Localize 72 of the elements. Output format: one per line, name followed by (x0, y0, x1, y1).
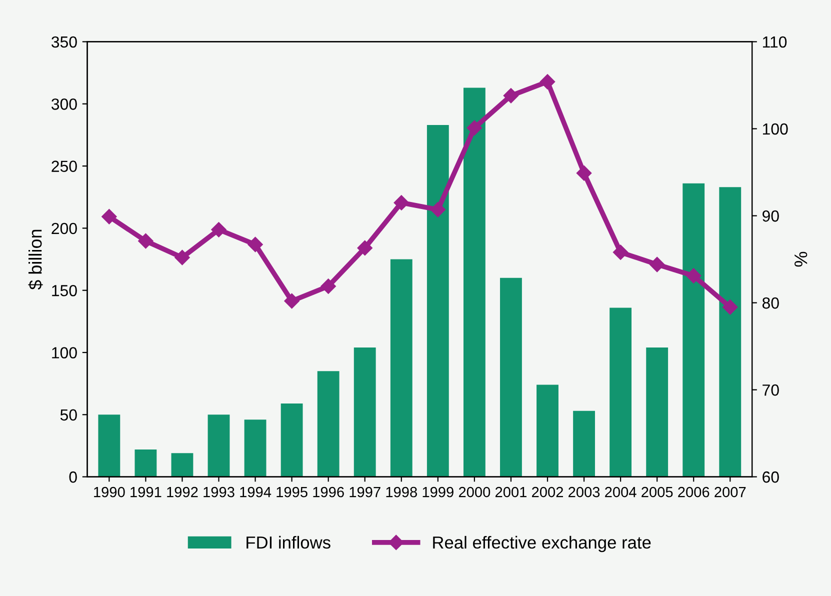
bar (317, 371, 340, 477)
point (357, 240, 372, 256)
x-tick-label: 2003 (568, 486, 600, 498)
x-tick-label: 1998 (386, 486, 417, 498)
y2-tick-label: 100 (762, 123, 788, 135)
y-tick-label: 250 (52, 160, 77, 172)
y-tick-label: 300 (51, 98, 77, 110)
x-tick-label: 1996 (313, 486, 344, 498)
bar (719, 187, 742, 477)
point (576, 166, 592, 181)
point (466, 120, 482, 136)
x-tick-label: 2002 (532, 486, 563, 498)
x-tick-label: 1990 (94, 486, 125, 498)
x-tick-label: 2006 (678, 486, 710, 498)
x-tick-label: 2007 (714, 486, 746, 498)
point (211, 222, 226, 238)
y-axis-title: $ billion (28, 230, 43, 290)
x-tick-label: 1993 (204, 486, 234, 498)
bar (610, 308, 632, 477)
bar (208, 414, 230, 477)
point (540, 74, 556, 90)
y2-axis-title: % (794, 252, 808, 267)
y2-tick-label: 80 (762, 297, 779, 309)
bar (171, 453, 194, 477)
bar (463, 88, 486, 477)
bar (682, 183, 705, 477)
y2-tick-label: 90 (762, 210, 779, 222)
point (174, 250, 190, 266)
y-tick-label: 200 (52, 222, 77, 234)
y-tick-label: 350 (51, 36, 77, 48)
x-tick-label: 2000 (458, 486, 490, 498)
point (430, 202, 446, 218)
point (686, 268, 702, 284)
x-tick-label: 1992 (167, 486, 198, 498)
x-tick-label: 1995 (276, 486, 308, 498)
x-tick-label: 1997 (350, 486, 380, 498)
x-tick-label: 2004 (605, 486, 636, 498)
point (248, 236, 263, 252)
point (284, 293, 300, 309)
bar (354, 348, 376, 477)
y-tick-label: 100 (52, 347, 77, 358)
x-tick-label: 1999 (422, 486, 454, 498)
legend-label: Real effective exchange rate (433, 536, 651, 552)
y-tick-label: 0 (69, 471, 77, 483)
bar (426, 125, 449, 477)
y-tick-label: 50 (60, 409, 77, 421)
bar (500, 278, 522, 477)
point (650, 256, 665, 272)
x-tick-label: 1994 (240, 486, 272, 498)
point (503, 88, 519, 104)
y2-tick-label: 110 (762, 36, 787, 48)
point (102, 209, 117, 224)
bar (390, 259, 412, 477)
y-tick-label: 150 (52, 284, 77, 296)
x-tick-label: 2005 (642, 486, 673, 498)
bar (573, 410, 595, 477)
legend-label: FDI inflows (246, 536, 330, 549)
bar (280, 403, 303, 477)
y2-tick-label: 60 (762, 471, 779, 483)
bar (98, 414, 120, 477)
point (612, 244, 628, 260)
bar (134, 449, 157, 477)
point (320, 278, 336, 294)
point (394, 195, 409, 210)
point (722, 300, 738, 315)
bar (536, 384, 558, 477)
x-tick-label: 1991 (130, 486, 162, 498)
point (138, 233, 154, 249)
bar (646, 348, 668, 477)
y2-tick-label: 70 (762, 384, 779, 396)
x-tick-label: 2001 (495, 486, 526, 498)
bar (244, 420, 266, 477)
